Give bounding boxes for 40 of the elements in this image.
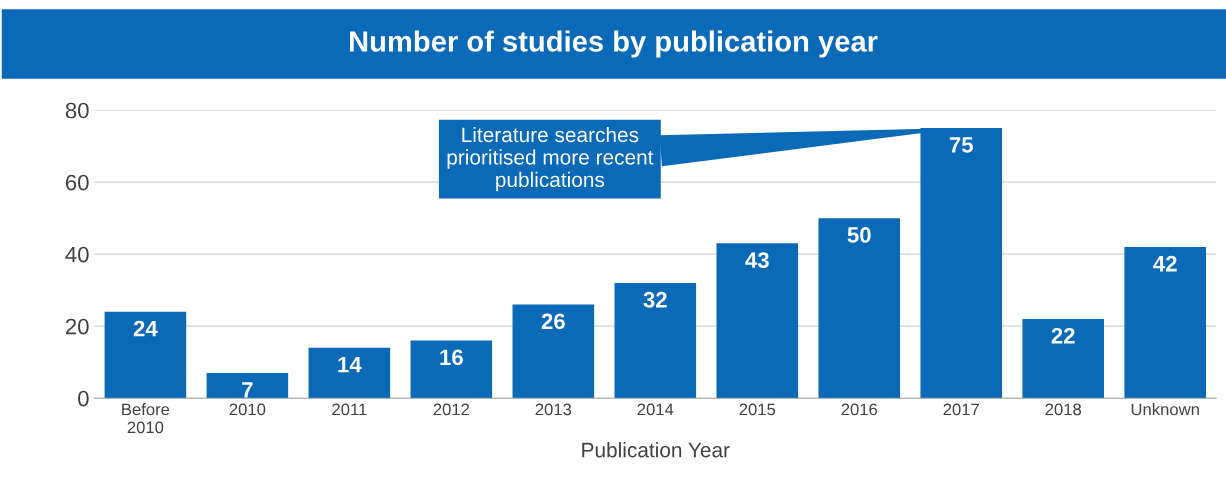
data-label: 7 [242,382,253,398]
data-label: 26 [541,313,565,330]
x-tick-label: 2012 [433,403,470,416]
y-tick-label: 0 [78,390,89,407]
bar [512,304,595,399]
x-tick-label: 2015 [739,403,776,416]
x-axis-title: Publication Year [582,442,730,458]
data-label: 22 [1051,327,1075,344]
annotation: Literature searches prioritised more recent publications [447,126,654,192]
bar [410,340,493,399]
x-tick-label: 2018 [1045,403,1082,416]
x-tick-label: 2010 [229,403,266,416]
x-tick-label: 2014 [637,403,674,416]
y-tick-label: 60 [65,174,89,191]
data-label: 75 [949,137,973,153]
x-tick-label: Before 2010 [122,403,170,434]
data-label: 32 [643,291,667,308]
data-label: 16 [440,349,463,366]
data-label: 50 [847,227,871,243]
y-tick-label: 40 [65,246,89,263]
bar [1022,318,1105,399]
x-tick-label: 2017 [943,403,979,416]
x-tick-label: Unknown [1131,403,1199,416]
bar [308,347,391,399]
data-label: 14 [338,356,362,373]
y-tick-label: 80 [65,102,89,119]
bar [104,311,187,399]
chart-title: Number of studies by publication year [349,30,878,58]
data-label: 42 [1153,255,1177,272]
x-tick-label: 2016 [841,403,878,416]
data-label: 24 [133,320,158,337]
data-label: 43 [745,252,769,269]
x-tick-label: 2013 [535,403,572,416]
bar [1124,246,1206,399]
bar [716,243,799,399]
bar [206,372,289,399]
y-tick-label: 20 [65,318,89,335]
x-tick-label: 2011 [332,403,367,416]
bar [818,218,901,399]
bar [614,282,697,399]
